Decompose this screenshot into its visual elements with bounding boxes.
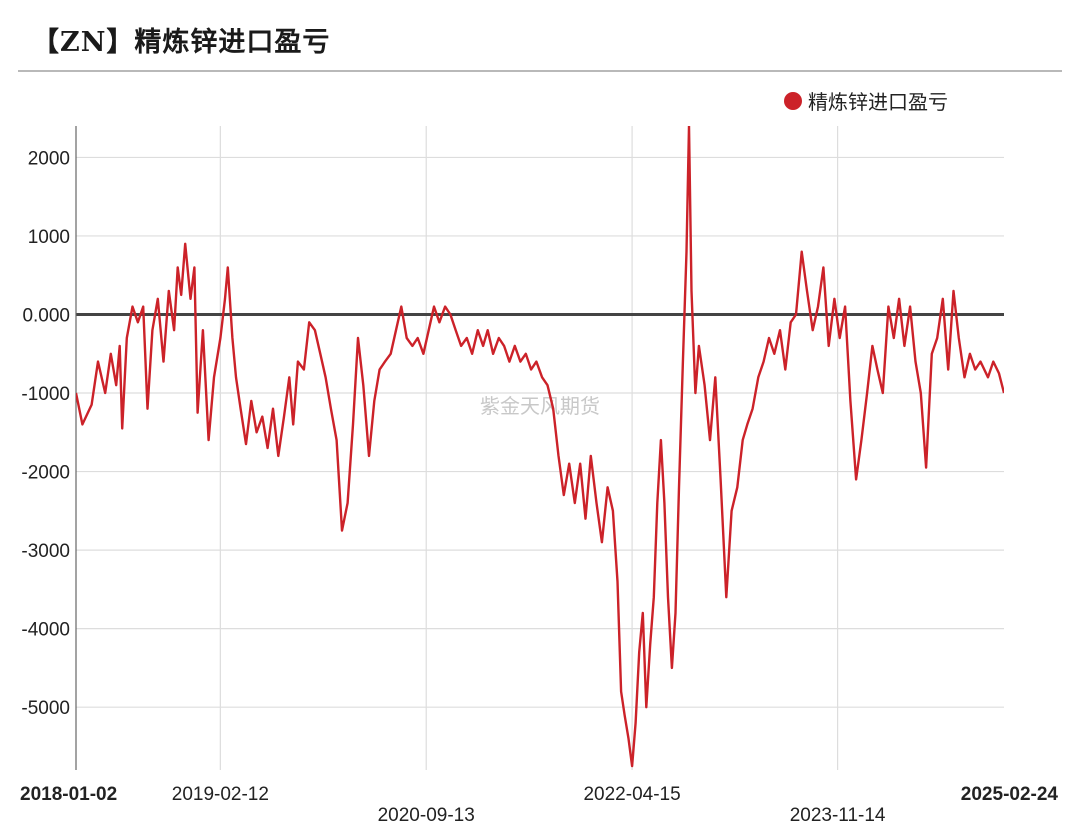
legend-label: 精炼锌进口盈亏 xyxy=(808,90,948,114)
legend-marker-icon xyxy=(784,91,802,110)
y-axis: 2000 1000 0.000 -1000 -2000 -3000 -4000 -5000 xyxy=(21,126,77,770)
y-tick-label: -4000 xyxy=(21,620,70,641)
x-tick-label: 2020-09-13 xyxy=(378,805,475,826)
series-line[interactable] xyxy=(76,126,1004,768)
x-tick-label: 2025-02-24 xyxy=(961,784,1059,805)
x-tick-label: 2022-04-15 xyxy=(583,784,680,805)
y-tick-label: -5000 xyxy=(21,698,70,719)
watermark-text: 紫金天风期货 xyxy=(480,394,600,418)
title-divider xyxy=(18,70,1062,72)
series-layer xyxy=(76,126,1004,768)
y-tick-label: -3000 xyxy=(21,541,70,562)
page-title: 【ZN】精炼锌进口盈亏 xyxy=(32,27,331,58)
x-tick-label: 2018-01-02 xyxy=(20,784,117,805)
x-axis: 2018-01-02 2019-02-12 2020-09-13 2022-04-15… xyxy=(20,784,1058,826)
y-tick-label: 1000 xyxy=(28,227,70,248)
grid-layer xyxy=(76,126,1004,770)
y-tick-label: 0.000 xyxy=(22,305,70,326)
y-tick-label: -2000 xyxy=(21,463,70,484)
y-tick-label: -1000 xyxy=(21,384,70,405)
x-tick-label: 2023-11-14 xyxy=(790,805,886,826)
y-tick-label: 2000 xyxy=(28,148,70,169)
chart-legend[interactable]: 精炼锌进口盈亏 xyxy=(784,86,948,115)
x-tick-label: 2019-02-12 xyxy=(172,784,269,805)
